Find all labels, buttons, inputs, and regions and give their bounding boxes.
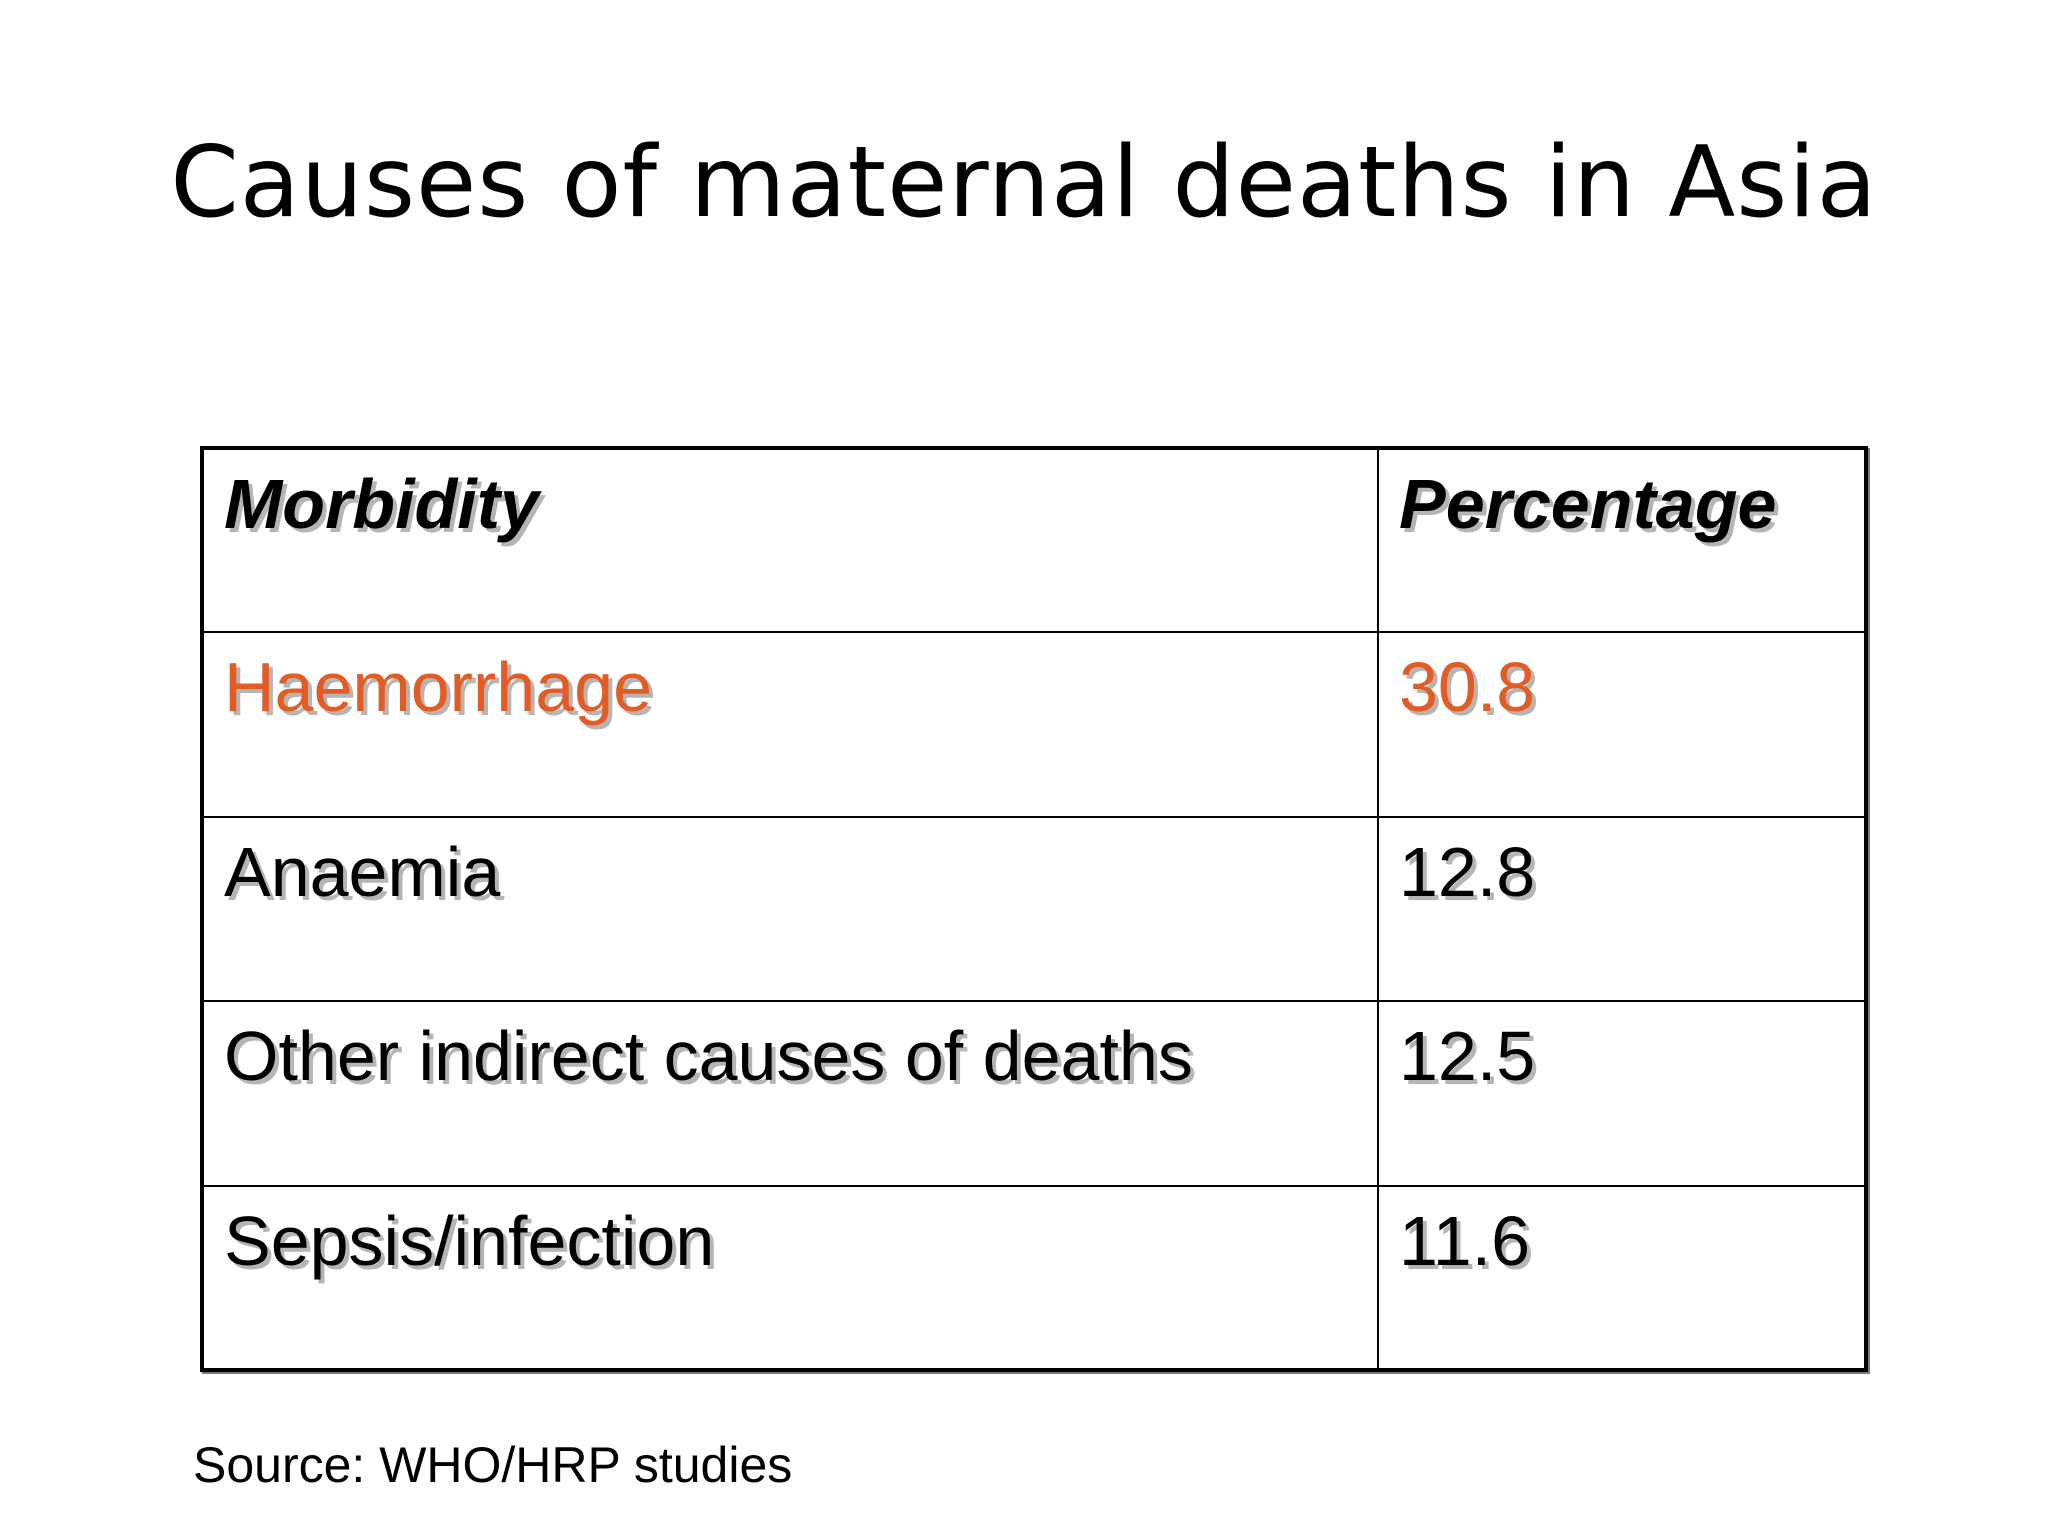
cell-percentage: 12.5 xyxy=(1377,1000,1864,1187)
cell-morbidity: Anaemia xyxy=(204,815,1379,1003)
table-grid: Morbidity Percentage Haemorrhage 30.8 An… xyxy=(204,450,1864,1368)
cell-percentage: 11.6 xyxy=(1377,1184,1864,1368)
table-header-row: Morbidity Percentage xyxy=(204,450,1864,634)
table-row: Other indirect causes of deaths 12.5 xyxy=(204,1000,1864,1187)
morbidity-table: Morbidity Percentage Haemorrhage 30.8 An… xyxy=(200,446,1868,1372)
source-note: Source: WHO/HRP studies xyxy=(193,1437,793,1493)
cell-percentage: 12.8 xyxy=(1377,815,1864,1003)
table-row: Haemorrhage 30.8 xyxy=(204,631,1864,818)
cell-morbidity: Sepsis/infection xyxy=(204,1184,1379,1368)
slide-title: Causes of maternal deaths in Asia xyxy=(170,126,1878,240)
table-row: Anaemia 12.8 xyxy=(204,815,1864,1003)
cell-morbidity: Haemorrhage xyxy=(204,631,1379,818)
cell-morbidity: Other indirect causes of deaths xyxy=(204,1000,1379,1187)
cell-percentage: 30.8 xyxy=(1377,631,1864,818)
table-row: Sepsis/infection 11.6 xyxy=(204,1184,1864,1368)
header-percentage: Percentage xyxy=(1377,450,1864,634)
header-morbidity: Morbidity xyxy=(204,450,1379,634)
